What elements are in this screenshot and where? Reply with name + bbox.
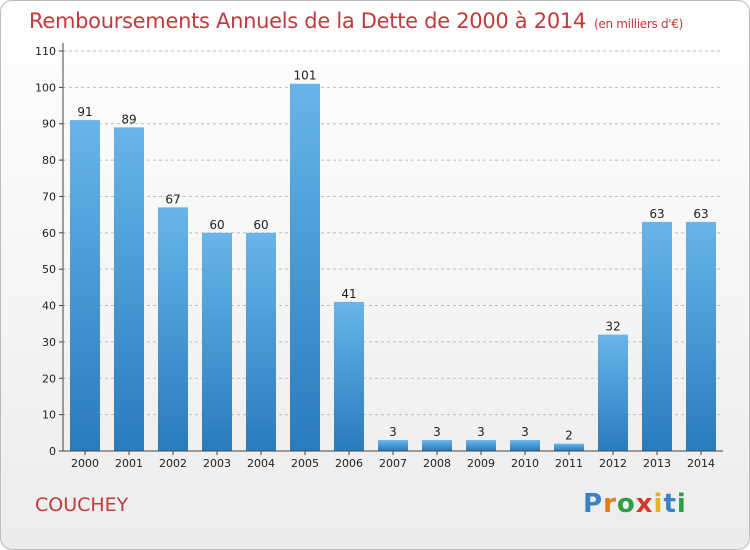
brand-letter: i: [653, 489, 664, 519]
bar-2007: [378, 440, 408, 451]
value-label: 60: [209, 218, 224, 232]
x-tick-label: 2002: [159, 457, 187, 470]
bar-2002: [158, 207, 188, 451]
bar-2004: [246, 232, 276, 451]
chart-title: Remboursements Annuels de la Dette de 20…: [29, 9, 684, 33]
bar-2014: [686, 221, 716, 451]
axes: 0 10 20 30 40 50 60 70 80 90 100 110 2000 2001 2002 200…: [35, 43, 723, 470]
x-tick-label: 2009: [467, 457, 495, 470]
x-tick-label: 2008: [423, 457, 451, 470]
x-tick-label: 2001: [115, 457, 143, 470]
y-tick-label: 60: [42, 227, 56, 240]
value-label: 3: [521, 425, 529, 439]
x-tick-label: 2006: [335, 457, 363, 470]
x-tick-label: 2010: [511, 457, 539, 470]
value-label: 89: [121, 112, 136, 126]
chart-subtitle: (en milliers d'€): [594, 17, 684, 31]
y-tick-label: 0: [49, 445, 56, 458]
value-label: 60: [253, 218, 268, 232]
x-tick-label: 2013: [643, 457, 671, 470]
x-tick-label: 2007: [379, 457, 407, 470]
bar-2010: [510, 440, 540, 451]
value-label: 3: [433, 425, 441, 439]
bar-2013: [642, 221, 672, 451]
x-tick-label: 2014: [687, 457, 715, 470]
y-tick-label: 20: [42, 372, 56, 385]
y-tick-label: 50: [42, 263, 56, 276]
bar-2009: [466, 440, 496, 451]
y-tick-label: 40: [42, 300, 56, 313]
value-label: 41: [341, 287, 356, 301]
brand-letter: i: [676, 489, 687, 519]
bar-2000: [70, 120, 100, 451]
brand-letter: t: [663, 489, 677, 519]
value-label: 63: [649, 207, 664, 221]
bar-2012: [598, 334, 628, 451]
y-tick-label: 70: [42, 190, 56, 203]
y-tick-label: 100: [35, 81, 56, 94]
bar-2005: [290, 83, 320, 452]
value-label: 101: [294, 69, 317, 83]
value-label: 63: [693, 207, 708, 221]
y-tick-label: 110: [35, 45, 56, 58]
value-label: 3: [477, 425, 485, 439]
x-tick-label: 2012: [599, 457, 627, 470]
brand-letter: o: [616, 489, 636, 519]
bar-2006: [334, 301, 364, 451]
y-tick-label: 90: [42, 118, 56, 131]
y-tick-label: 30: [42, 336, 56, 349]
brand-logo: Proxiti: [583, 489, 687, 519]
bar-2008: [422, 440, 452, 451]
x-tick-label: 2005: [291, 457, 319, 470]
y-tick-label: 80: [42, 154, 56, 167]
value-label: 91: [77, 105, 92, 119]
brand-letter: P: [583, 489, 604, 519]
commune-name: COUCHEY: [35, 494, 129, 516]
value-label: 67: [165, 192, 180, 206]
value-label: 2: [565, 429, 573, 443]
x-tick-label: 2004: [247, 457, 275, 470]
bar-2003: [202, 232, 232, 451]
value-label: 32: [605, 320, 620, 334]
brand-letter: r: [603, 489, 617, 519]
bar-2011: [554, 443, 584, 451]
brand-letter: x: [635, 489, 654, 519]
bar-2001: [114, 127, 144, 451]
value-label: 3: [389, 425, 397, 439]
x-tick-label: 2000: [71, 457, 99, 470]
x-tick-label: 2011: [555, 457, 583, 470]
y-tick-label: 10: [42, 409, 56, 422]
x-tick-label: 2003: [203, 457, 231, 470]
